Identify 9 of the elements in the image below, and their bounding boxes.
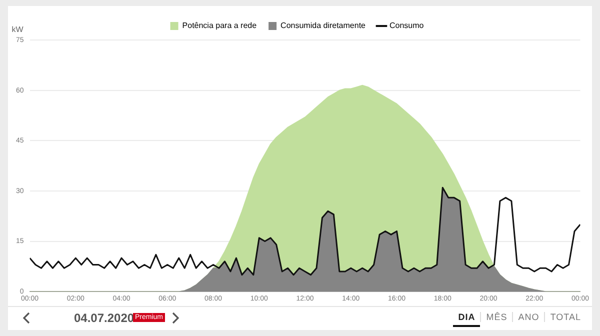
text: TOTAL <box>544 312 586 322</box>
legend-label: Potência para a rede <box>182 21 258 30</box>
legend-label: Consumo <box>389 21 424 30</box>
text: 04.07.2020 <box>74 311 134 325</box>
text: ANO <box>512 312 544 322</box>
text: DIA <box>453 312 480 327</box>
text: MÊS <box>480 312 512 322</box>
legend-label: Consumida diretamente <box>280 21 366 30</box>
y-axis-title: kW <box>12 25 24 34</box>
